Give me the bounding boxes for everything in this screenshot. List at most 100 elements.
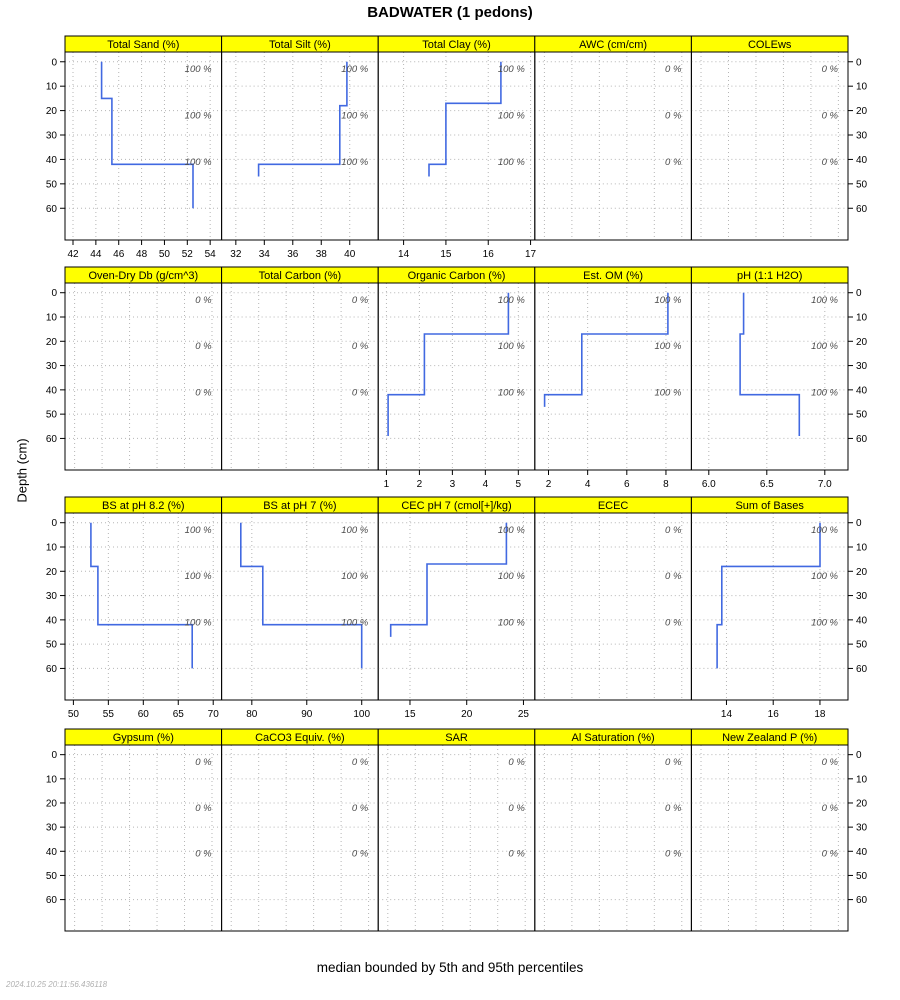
y-tick-label: 60 bbox=[856, 895, 868, 906]
panel-caco3-equiv: 0 % 0 % 0 % CaCO3 Equiv. (%) bbox=[221, 728, 379, 932]
median-profile-line bbox=[428, 61, 502, 177]
contribution-fraction-label: 0 % bbox=[665, 803, 682, 814]
y-tick-label: 50 bbox=[856, 410, 868, 421]
contribution-fraction-label: 100 % bbox=[498, 110, 525, 121]
contribution-fraction-label: 0 % bbox=[665, 64, 682, 75]
y-tick-label: 20 bbox=[46, 106, 58, 117]
panel-total-silt: 100 % 100 % 100 % Total Silt (%) 32 34 36 38 40 bbox=[221, 35, 379, 260]
y-tick-label: 30 bbox=[46, 361, 58, 372]
panel-title: AWC (cm/cm) bbox=[579, 39, 647, 51]
panel-oven-dry-db-g-cm-3: 0 % 0 % 0 % Oven-Dry Db (g/cm^3) bbox=[64, 266, 223, 471]
x-tick-label: 65 bbox=[173, 709, 185, 720]
contribution-fraction-label: 100 % bbox=[341, 110, 368, 121]
contribution-fraction-label: 0 % bbox=[352, 757, 369, 768]
y-tick-label: 40 bbox=[46, 385, 58, 396]
median-profile-line bbox=[716, 522, 821, 669]
contribution-fraction-label: 0 % bbox=[665, 157, 682, 168]
panel-strip bbox=[690, 496, 849, 514]
panel-title: ECEC bbox=[598, 500, 629, 512]
contribution-fraction-label: 0 % bbox=[822, 157, 839, 168]
x-tick-label: 1 bbox=[384, 479, 390, 490]
x-tick-label: 90 bbox=[301, 709, 313, 720]
caption: median bounded by 5th and 95th percentil… bbox=[316, 960, 584, 975]
contribution-fraction-label: 0 % bbox=[822, 110, 839, 121]
x-tick-label: 44 bbox=[90, 249, 102, 260]
panel-border bbox=[377, 512, 536, 701]
x-tick-label: 54 bbox=[205, 249, 217, 260]
y-tick-label: 50 bbox=[46, 410, 58, 421]
x-tick-label: 16 bbox=[768, 709, 780, 720]
x-tick-label: 15 bbox=[404, 709, 416, 720]
y-tick-label: 40 bbox=[46, 847, 58, 858]
y-tick-label: 30 bbox=[46, 591, 58, 602]
y-tick-label: 30 bbox=[46, 823, 58, 834]
x-tick-label: 50 bbox=[68, 709, 80, 720]
panel-border bbox=[64, 282, 223, 471]
contribution-fraction-label: 100 % bbox=[341, 64, 368, 75]
y-tick-label: 0 bbox=[856, 750, 862, 761]
contribution-fraction-label: 100 % bbox=[498, 157, 525, 168]
contribution-fraction-label: 0 % bbox=[195, 387, 212, 398]
contribution-fraction-label: 100 % bbox=[654, 387, 681, 398]
contribution-fraction-label: 100 % bbox=[498, 295, 525, 306]
panel-border bbox=[534, 512, 692, 701]
y-tick-label: 30 bbox=[856, 361, 868, 372]
panel-title: CaCO3 Equiv. (%) bbox=[255, 732, 345, 744]
contribution-fraction-label: 100 % bbox=[498, 571, 525, 582]
y-tick-label: 40 bbox=[46, 155, 58, 166]
x-tick-label: 60 bbox=[138, 709, 150, 720]
contribution-fraction-label: 0 % bbox=[352, 341, 369, 352]
y-tick-label: 20 bbox=[46, 337, 58, 348]
contribution-fraction-label: 0 % bbox=[352, 387, 369, 398]
x-tick-label: 3 bbox=[450, 479, 456, 490]
contribution-fraction-label: 0 % bbox=[195, 341, 212, 352]
median-profile-line bbox=[90, 522, 193, 669]
panel-cec-ph-7-cmol-kg: 100 % 100 % 100 % CEC pH 7 (cmol[+]/kg) 15 20… bbox=[377, 496, 536, 720]
panel-total-sand: 100 % 100 % 100 % Total Sand (%) 42 44 46 48 50 5… bbox=[64, 35, 223, 260]
panel-border bbox=[690, 744, 849, 932]
contribution-fraction-label: 0 % bbox=[665, 571, 682, 582]
y-tick-label: 20 bbox=[856, 106, 868, 117]
panel-border bbox=[534, 51, 692, 241]
contribution-fraction-label: 100 % bbox=[498, 64, 525, 75]
y-tick-label: 10 bbox=[46, 82, 58, 93]
panel-sar: 0 % 0 % 0 % SAR bbox=[377, 728, 536, 932]
y-tick-label: 10 bbox=[856, 313, 868, 324]
contribution-fraction-label: 100 % bbox=[185, 64, 212, 75]
panel-border bbox=[534, 744, 692, 932]
contribution-fraction-label: 0 % bbox=[195, 757, 212, 768]
panel-ph-1-1-h2o: 100 % 100 % 100 % pH (1:1 H2O) 6.0 6.5 7.0 bbox=[690, 266, 849, 490]
y-tick-label: 0 bbox=[856, 288, 862, 299]
median-profile-line bbox=[739, 292, 801, 436]
median-profile-line bbox=[240, 522, 363, 669]
y-tick-label: 20 bbox=[856, 567, 868, 578]
contribution-fraction-label: 0 % bbox=[822, 803, 839, 814]
x-tick-label: 14 bbox=[398, 249, 410, 260]
contribution-fraction-label: 0 % bbox=[665, 757, 682, 768]
x-tick-label: 40 bbox=[344, 249, 356, 260]
contribution-fraction-label: 100 % bbox=[811, 617, 838, 628]
y-tick-label: 50 bbox=[46, 871, 58, 882]
y-tick-label: 30 bbox=[856, 131, 868, 142]
y-tick-label: 30 bbox=[856, 823, 868, 834]
y-tick-label: 0 bbox=[51, 750, 57, 761]
x-tick-label: 2 bbox=[546, 479, 552, 490]
panel-title: Sum of Bases bbox=[735, 500, 804, 512]
contribution-fraction-label: 0 % bbox=[822, 849, 839, 860]
panel-border bbox=[221, 51, 379, 241]
panel-total-carbon: 0 % 0 % 0 % Total Carbon (%) bbox=[221, 266, 379, 471]
x-tick-label: 25 bbox=[518, 709, 530, 720]
panel-awc-cm-cm: 0 % 0 % 0 % AWC (cm/cm) bbox=[534, 35, 692, 241]
panel-strip bbox=[690, 728, 849, 746]
contribution-fraction-label: 100 % bbox=[811, 525, 838, 536]
y-tick-label: 10 bbox=[46, 774, 58, 785]
contribution-fraction-label: 100 % bbox=[185, 617, 212, 628]
x-tick-label: 48 bbox=[136, 249, 148, 260]
panel-title: Total Carbon (%) bbox=[259, 270, 342, 282]
median-profile-line bbox=[387, 292, 510, 436]
y-tick-label: 50 bbox=[46, 640, 58, 651]
panel-title: Total Silt (%) bbox=[269, 39, 331, 51]
contribution-fraction-label: 100 % bbox=[811, 571, 838, 582]
